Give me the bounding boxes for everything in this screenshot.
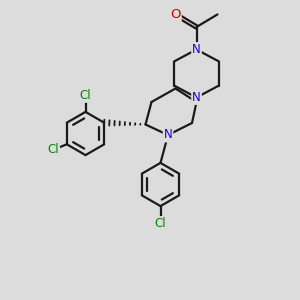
Text: N: N — [192, 91, 201, 104]
Text: Cl: Cl — [155, 217, 166, 230]
Text: N: N — [192, 43, 201, 56]
Text: N: N — [164, 128, 172, 142]
Polygon shape — [194, 98, 199, 102]
Text: Cl: Cl — [47, 143, 59, 156]
Text: O: O — [170, 8, 181, 21]
Text: Cl: Cl — [80, 89, 91, 102]
